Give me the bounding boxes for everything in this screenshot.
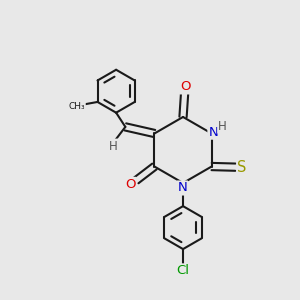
Text: CH₃: CH₃ [68,102,85,111]
Text: H: H [109,140,118,152]
Text: N: N [178,182,187,194]
Text: S: S [237,160,247,175]
Text: O: O [180,80,190,93]
Text: H: H [218,120,227,133]
Text: Cl: Cl [176,264,190,278]
Text: O: O [125,178,136,191]
Text: N: N [208,126,218,139]
